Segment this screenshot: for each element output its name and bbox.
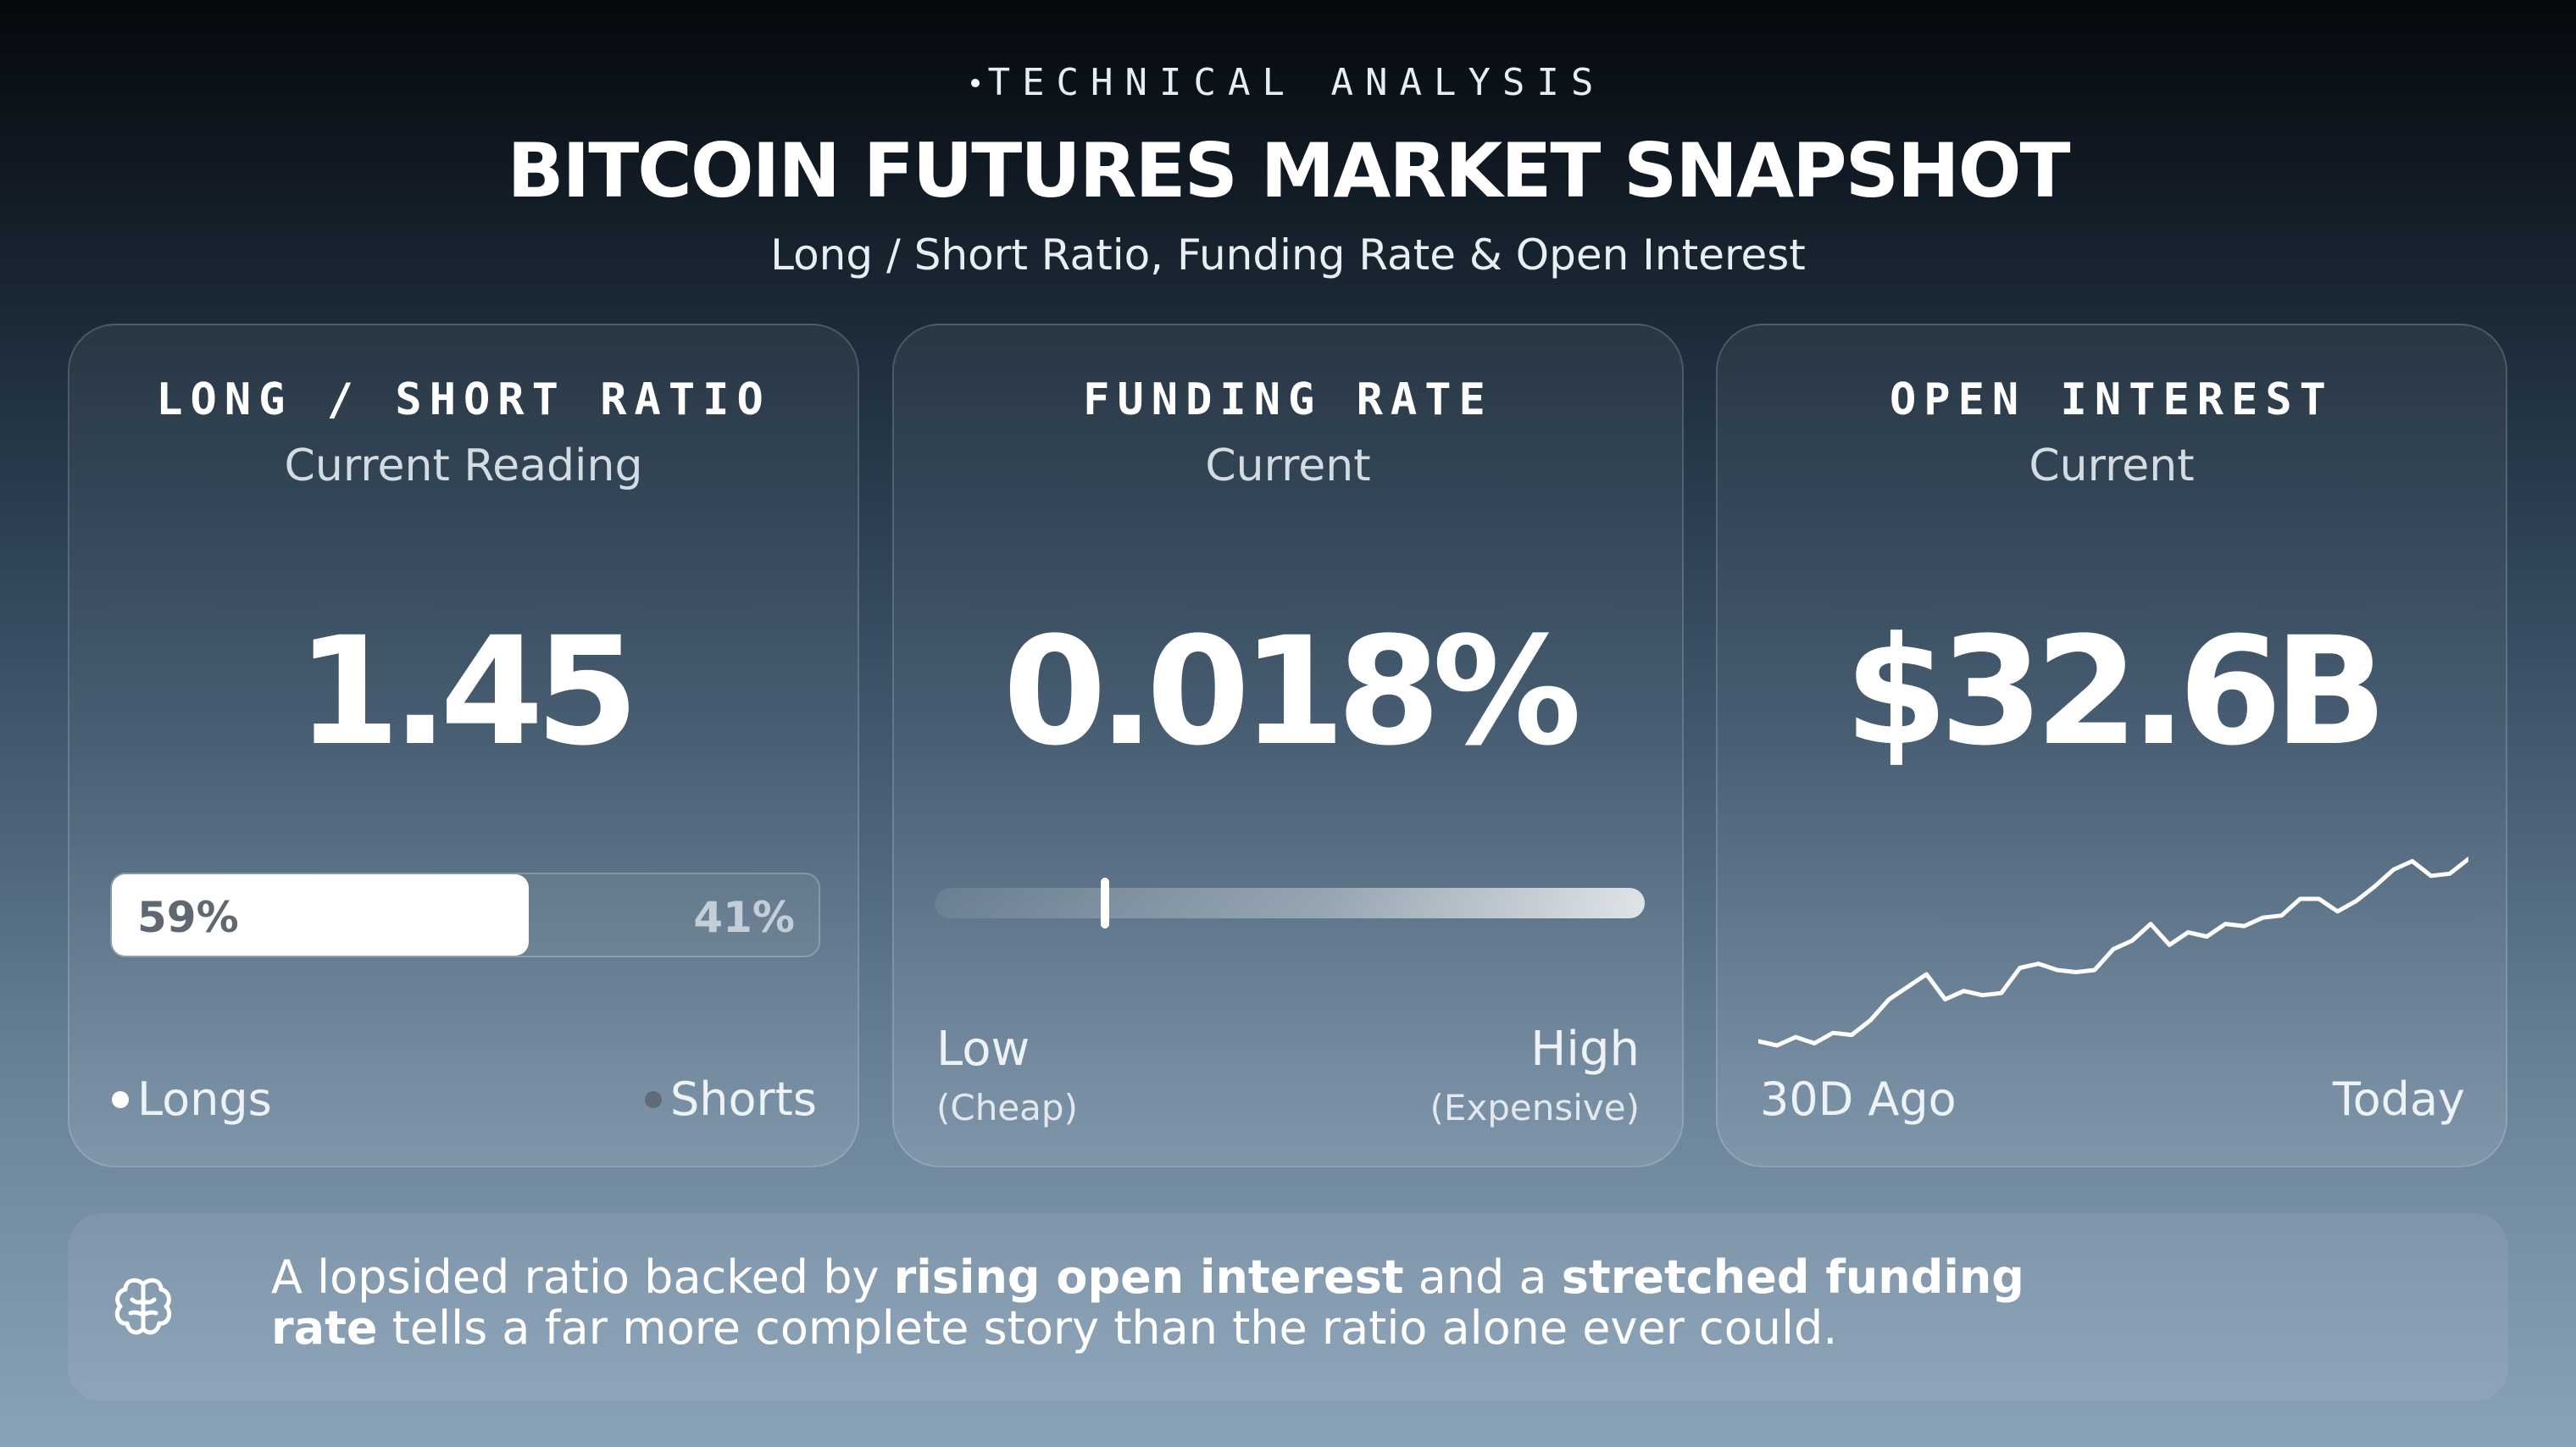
- sparkline-end-label: Today: [2332, 1073, 2465, 1126]
- sparkline-path: [1758, 857, 2468, 1048]
- legend-longs-label: Longs: [137, 1073, 272, 1126]
- insight-text: A lopsided ratio backed by rising open i…: [271, 1252, 2118, 1354]
- card-subtitle: Current: [1205, 441, 1371, 491]
- legend-shorts-label: Shorts: [669, 1073, 817, 1126]
- page-subtitle: Long / Short Ratio, Funding Rate & Open …: [770, 230, 1806, 280]
- long-short-ratio-card: LONG / SHORT RATIO Current Reading 1.45 …: [68, 324, 859, 1167]
- funding-low: Low (Cheap): [936, 1022, 1078, 1128]
- funding-low-label: Low: [936, 1022, 1030, 1077]
- card-subtitle: Current: [2029, 441, 2195, 491]
- insight-bold-1: rising open interest: [893, 1250, 1404, 1304]
- short-percent-label: 41%: [693, 893, 795, 942]
- long-percent-label: 59%: [137, 893, 239, 942]
- funding-high-label: High: [1530, 1022, 1640, 1077]
- open-interest-sparkline: [1758, 857, 2468, 1048]
- kicker-text: TECHNICAL ANALYSIS: [987, 61, 1606, 104]
- funding-high-sub: (Expensive): [1430, 1087, 1640, 1128]
- card-subtitle: Current Reading: [284, 441, 643, 491]
- funding-rate-card: FUNDING RATE Current 0.018% Low (Cheap) …: [892, 324, 1684, 1167]
- card-title: FUNDING RATE: [1083, 374, 1493, 425]
- funding-value: 0.018%: [1002, 605, 1581, 779]
- funding-high: High (Expensive): [1430, 1022, 1640, 1128]
- open-interest-value: $32.6B: [1844, 605, 2388, 779]
- funding-scale-track: [935, 878, 1645, 929]
- ratio-value: 1.45: [296, 605, 639, 779]
- legend-longs: Longs: [112, 1073, 272, 1126]
- shorts-dot-icon: [644, 1090, 662, 1108]
- kicker-dot-icon: [970, 78, 980, 87]
- kicker: TECHNICAL ANALYSIS: [0, 61, 2576, 104]
- page-title: BITCOIN FUTURES MARKET SNAPSHOT: [507, 127, 2070, 214]
- brain-icon: [114, 1278, 172, 1335]
- legend-shorts: Shorts: [644, 1073, 817, 1126]
- card-title: OPEN INTEREST: [1890, 374, 2334, 425]
- card-title: LONG / SHORT RATIO: [156, 374, 771, 425]
- ratio-long-fill: [112, 874, 530, 956]
- longs-dot-icon: [112, 1090, 129, 1108]
- insight-footer: A lopsided ratio backed by rising open i…: [68, 1213, 2508, 1401]
- ratio-bar: 59% 41%: [110, 873, 820, 957]
- open-interest-card: OPEN INTEREST Current $32.6B 30D Ago Tod…: [1716, 324, 2507, 1167]
- insight-text-2: and a: [1403, 1250, 1562, 1304]
- funding-marker: [1101, 878, 1110, 929]
- insight-text-3: tells a far more complete story than the…: [377, 1301, 1838, 1355]
- sparkline-start-label: 30D Ago: [1760, 1073, 1957, 1126]
- funding-low-sub: (Cheap): [936, 1087, 1078, 1128]
- insight-text-1: A lopsided ratio backed by: [271, 1250, 894, 1304]
- insight-bold-2: stretched funding rate: [271, 1250, 2024, 1355]
